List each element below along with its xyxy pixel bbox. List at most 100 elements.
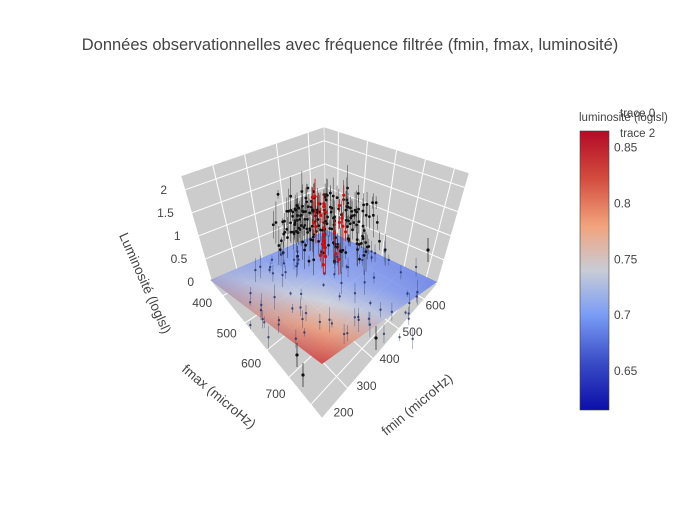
scatter-point — [254, 268, 257, 272]
y-gridline-wall — [212, 164, 238, 272]
scatter-point — [289, 194, 293, 198]
scatter-point — [387, 258, 391, 262]
scatter-point — [357, 318, 360, 322]
scatter-point — [285, 227, 289, 231]
surface-plane-shade — [210, 230, 437, 364]
scatter-point — [304, 243, 308, 247]
scatter-point — [323, 195, 327, 199]
scatter-point — [398, 335, 401, 339]
scatter-point — [295, 204, 299, 208]
scatter-point — [318, 320, 322, 324]
scatter-point — [348, 222, 352, 226]
scatter-point — [295, 353, 299, 357]
scatter-point — [299, 306, 302, 309]
scatter-point — [353, 291, 357, 295]
scatter-point — [344, 218, 348, 222]
scatter-point — [349, 216, 353, 219]
y-tick-label: 400 — [192, 296, 212, 310]
x-tick-label: 600 — [425, 298, 445, 312]
scatter-point — [259, 308, 263, 312]
legend-entry-trace-0[interactable]: trace 0 — [620, 108, 655, 120]
scatter-point-red — [318, 253, 322, 257]
scatter-point — [301, 204, 304, 208]
scatter-point — [277, 244, 281, 247]
scatter-point — [333, 260, 337, 264]
scatter-point — [346, 201, 350, 205]
scatter-point — [358, 257, 361, 261]
colorbar-gradient — [579, 130, 610, 411]
x-tick-label: 400 — [379, 352, 399, 366]
scatter-point-red — [321, 263, 325, 267]
scatter-point — [331, 194, 335, 198]
colorbar-tick-label: 0.8 — [614, 197, 631, 211]
scatter-point-red — [322, 204, 326, 209]
scatter-point — [274, 221, 278, 224]
scatter-point — [303, 331, 306, 334]
scatter-point — [364, 250, 368, 254]
scatter-point — [346, 237, 350, 240]
scatter-point — [408, 301, 411, 305]
scatter-point-red — [314, 224, 318, 229]
legend[interactable]: trace 0 trace 2 — [620, 108, 655, 140]
legend-entry-trace-2[interactable]: trace 2 — [620, 128, 655, 140]
scatter-point — [367, 245, 371, 248]
scatter-point — [303, 248, 307, 252]
scatter-point — [357, 220, 361, 224]
scatter-point-red — [316, 202, 321, 206]
scatter-point — [370, 256, 373, 259]
scatter-point — [273, 295, 276, 299]
x-gridline-wall — [403, 159, 426, 269]
scatter-point — [289, 230, 293, 234]
z-axis-ticks: 0 0.5 11.5 2 — [157, 183, 194, 289]
scatter-point — [328, 318, 331, 321]
scatter-point — [361, 209, 365, 213]
scatter-point — [353, 316, 357, 319]
scatter-point-red — [313, 194, 317, 199]
scatter-point — [411, 337, 414, 341]
scatter-point — [296, 262, 299, 265]
scatter-point — [301, 373, 305, 377]
scatter-point — [302, 225, 306, 229]
scatter-point — [336, 260, 339, 264]
scatter-point — [371, 201, 374, 204]
scatter-point — [324, 198, 328, 202]
scatter-point-red — [337, 257, 341, 262]
scatter-point-red — [322, 232, 326, 236]
scatter-point — [277, 318, 281, 322]
scatter-point — [296, 231, 300, 235]
scatter-point — [312, 258, 316, 262]
z-axis-title: Luminosité (loglsl) — [116, 230, 174, 335]
scatter-point — [263, 321, 266, 324]
scatter-point-red — [310, 195, 315, 199]
scatter-point — [299, 224, 303, 227]
scatter-point — [406, 292, 409, 295]
scatter-point — [362, 203, 365, 207]
y-axis-ticks: 400 500 600 700 — [192, 296, 286, 401]
y-axis-title: fmax (microHz) — [179, 361, 259, 431]
scatter-point — [404, 311, 407, 314]
scatter-point — [342, 332, 346, 336]
scatter-point — [276, 192, 280, 196]
scatter-point — [279, 253, 283, 256]
scatter-point — [373, 252, 377, 255]
scatter-point-red — [320, 242, 325, 246]
scatter-point — [285, 209, 289, 213]
scatter-point — [335, 196, 339, 199]
scatter-point — [284, 270, 287, 274]
scatter-point-red — [343, 230, 348, 234]
colorbar-tick-label: 0.65 — [614, 364, 638, 378]
scatter-point — [299, 214, 302, 218]
scatter-point — [340, 281, 343, 285]
scatter-point — [304, 210, 307, 213]
scatter-point — [378, 239, 381, 243]
scatter-point — [351, 228, 354, 232]
y-gridline-wall — [275, 143, 289, 250]
scatter-point — [361, 237, 365, 240]
scatter-point — [315, 211, 319, 214]
scatter-point — [338, 295, 341, 298]
scatter-point — [335, 255, 339, 259]
scatter-point — [363, 281, 366, 284]
scatter-point — [355, 210, 359, 214]
